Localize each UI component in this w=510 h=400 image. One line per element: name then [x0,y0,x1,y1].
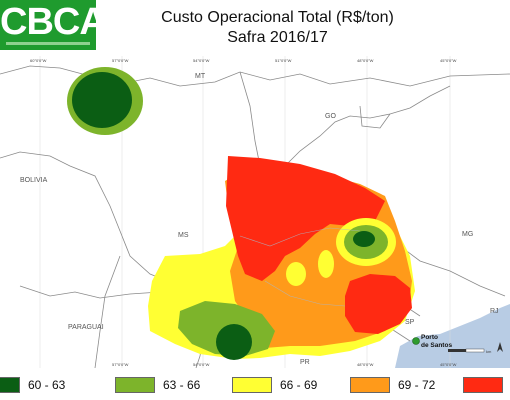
port-label-2: de Santos [421,342,452,349]
cbca-logo: CBCA [0,0,107,50]
legend-label: 63 - 66 [163,378,201,392]
label-paraguai: PARAGUAI [68,324,104,331]
zone-60-63-sw [216,324,252,360]
north-arrow-icon [497,342,503,352]
label-mg: MG [462,231,473,238]
legend-item-66-69: 66 - 69 [232,376,317,394]
legend-item-60-63: 60 - 63 [0,376,65,394]
label-rj: RJ [490,308,499,315]
tick-bottom-2: 54°0'0"W [193,362,210,367]
legend-swatch [232,377,272,393]
tick-top-4: 51°0'0"W [275,58,292,63]
zone-60-63-east [353,231,375,247]
scale-bar: km [448,348,492,354]
zone-66-69-island [286,262,306,286]
tick-top-5: 48°0'0"W [357,58,374,63]
zone-66-69-island-2 [318,250,334,278]
tick-bottom-4: 45°0'0"W [440,362,457,367]
tick-bottom-1: 57°0'0"W [112,362,129,367]
port-label-1: Porto [421,334,438,341]
tick-top-3: 54°0'0"W [193,58,210,63]
scale-label: km [486,349,492,354]
tick-top-6: 45°0'0"W [440,58,457,63]
legend-swatch [0,377,20,393]
map-title: Custo Operacional Total (R$/ton) Safra 2… [120,8,435,48]
tick-top-1: 60°0'0"W [30,58,47,63]
legend: 60 - 63 63 - 66 66 - 69 69 - 72 > [0,370,510,400]
zone-red-south [345,274,412,334]
label-mt: MT [195,73,206,80]
logo-text: CBCA [0,1,107,43]
legend-item-69-72: 69 - 72 [350,376,435,394]
label-sp: SP [405,319,415,326]
legend-label: 60 - 63 [28,378,66,392]
legend-item-above-72: > [463,376,510,394]
port-marker [412,337,420,345]
legend-label: 66 - 69 [280,378,318,392]
tick-top-2: 57°0'0"W [112,58,129,63]
label-bolivia: BOLIVIA [20,177,48,184]
label-go: GO [325,113,336,120]
cost-map: Porto de Santos MT GO BOLIVIA MS MG PARA… [0,56,510,368]
legend-swatch [350,377,390,393]
label-pr: PR [300,359,310,366]
zone-60-63-nw [72,72,132,128]
legend-swatch [115,377,155,393]
zone-red-north [226,156,385,281]
legend-item-63-66: 63 - 66 [115,376,200,394]
title-line-2: Safra 2016/17 [227,29,328,46]
label-ms: MS [178,232,189,239]
legend-swatch [463,377,503,393]
tick-bottom-3: 48°0'0"W [357,362,374,367]
logo-underline [6,42,90,45]
title-line-1: Custo Operacional Total (R$/ton) [161,9,394,26]
rivers-overlay [239,227,361,307]
legend-label: 69 - 72 [398,378,436,392]
